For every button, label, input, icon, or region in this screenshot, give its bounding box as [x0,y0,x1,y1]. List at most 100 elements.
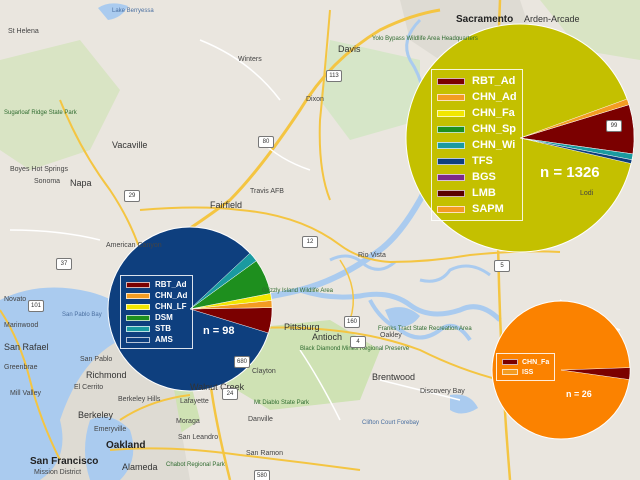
highway-shield-icon: 24 [222,388,238,400]
highway-shield-icon: 580 [254,470,270,480]
legend-swatch [126,314,150,321]
legend-swatch [126,303,150,310]
river [329,254,396,271]
legend-label: TFS [472,155,493,167]
place-label: Pittsburg [284,322,320,332]
highway-101 [0,309,61,461]
legend-item: BGS [437,169,517,185]
legend-swatch [437,77,465,85]
legend-swatch [502,359,518,365]
place-label: San Leandro [178,434,219,441]
highway-shield-icon: 99 [606,120,622,132]
place-label: Travis AFB [250,188,284,195]
place-label: Antioch [312,332,343,342]
legend-swatch [126,325,150,332]
place-label: American Canyon [106,242,162,249]
river [299,287,502,322]
legend-swatch [437,189,465,197]
place-label: Novato [4,296,27,303]
pie-1-legend: RBT_Ad CHN_Ad CHN_LF DSM STB AMS [120,275,194,349]
place-label: San Pablo Bay [62,312,102,318]
highway-shield-icon: 29 [124,190,140,202]
highway-shield-icon: 160 [344,316,360,328]
place-label: Alameda [122,462,158,472]
legend-swatch [437,125,465,133]
highway-24 [119,394,191,421]
legend-item: TFS [437,153,517,169]
place-label: Rio Vista [358,252,386,259]
place-label: Vacaville [112,140,148,150]
place-label: Fairfield [210,200,243,210]
place-label: Arden-Arcade [524,14,580,24]
place-label: Mt Diablo State Park [254,400,310,406]
highway-12 [139,206,561,264]
place-label: Yolo Bypass Wildlife Area Headquarters [372,36,478,42]
highway-shield-icon: 80 [258,136,274,148]
highway-shield-icon: 113 [326,70,342,82]
place-label: Chabot Regional Park [166,462,225,468]
pie-2-slice [519,98,630,139]
place-label: Boyes Hot Springs [10,166,68,173]
legend-label: CHN_Fa [522,358,550,366]
place-label: Moraga [176,418,200,425]
pie-3-legend: CHN_Fa ISS [496,353,556,381]
legend-swatch [437,205,465,213]
place-label: Black Diamond Mines Regional Preserve [300,346,410,352]
highway-4 [229,326,501,381]
legend-swatch [126,336,150,343]
legend-label: DSM [155,313,173,322]
legend-swatch [437,93,465,101]
place-label: Davis [338,44,361,54]
legend-label: CHN_Sp [472,123,517,135]
place-label: Clifton Court Forebay [362,420,420,426]
legend-item: RBT_Ad [437,73,517,89]
legend-swatch [126,292,150,299]
highway-shield-icon: 5 [494,260,510,272]
place-label: Lafayette [180,398,209,405]
road [299,349,341,421]
place-label: Grizzly Island Wildlife Area [262,288,334,294]
place-label: Brentwood [372,372,416,382]
legend-label: LMB [472,187,496,199]
highway-shield-icon: 4 [350,336,366,348]
legend-item: ISS [502,367,549,377]
place-label: Greenbrae [4,364,38,371]
pie-1-count: n = 98 [203,325,235,337]
place-label: Lake Berryessa [112,8,154,14]
legend-swatch [502,369,518,375]
legend-item: CHN_Fa [502,357,549,367]
legend-label: CHN_Ad [472,91,517,103]
place-label: Berkeley [78,410,114,420]
legend-swatch [126,281,150,288]
place-label: Napa [70,178,92,188]
legend-label: AMS [155,335,173,344]
place-label: Emeryville [94,426,127,433]
highway-29 [59,99,141,251]
legend-label: RBT_Ad [155,280,187,289]
place-label: Clayton [252,368,276,375]
legend-item: CHN_LF [126,301,187,312]
place-label: Dixon [306,96,324,103]
highway-580 [109,447,361,471]
highway-113 [318,9,331,201]
legend-swatch [437,173,465,181]
pie-2-count: n = 1326 [540,164,600,181]
place-label: Richmond [86,370,127,380]
legend-label: SAPM [472,203,504,215]
place-label: Berkeley Hills [118,396,161,403]
place-label: El Cerrito [74,384,104,391]
river [419,264,491,283]
legend-label: ISS [522,368,534,376]
place-label: Winters [238,56,262,63]
place-label: San Ramon [246,450,283,457]
highway-80 [139,8,441,262]
place-label: Walnut Creek [190,382,245,392]
bay-water [85,416,134,480]
bay-water [0,287,140,480]
legend-item: LMB [437,185,517,201]
place-label: Danville [248,416,273,423]
place-label: Oakley [380,332,402,339]
legend-label: STB [155,324,171,333]
